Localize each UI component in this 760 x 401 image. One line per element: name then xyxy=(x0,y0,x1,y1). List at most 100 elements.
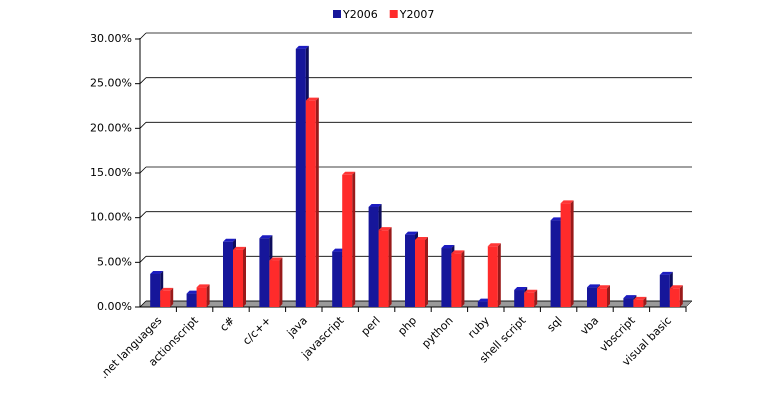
bar xyxy=(560,203,571,307)
x-tick-label: vba xyxy=(578,314,602,338)
bar xyxy=(669,288,680,307)
y-tick-label: 5.00% xyxy=(97,255,132,268)
bar-side xyxy=(679,285,683,307)
y-tick-label: 0.00% xyxy=(97,300,132,313)
y-tick-label: 15.00% xyxy=(90,166,132,179)
legend-swatch xyxy=(333,10,341,18)
bar xyxy=(269,260,280,307)
bar-top xyxy=(150,270,164,274)
y-tick-label: 10.00% xyxy=(90,211,132,224)
legend-label: Y2006 xyxy=(342,8,378,21)
legend-label: Y2007 xyxy=(399,8,435,21)
bar-side xyxy=(243,246,246,307)
x-tick-label: .net languages xyxy=(97,314,164,381)
x-tick-label: perl xyxy=(359,314,383,338)
bar-side xyxy=(352,171,356,307)
bar xyxy=(477,301,488,307)
bar-top xyxy=(233,246,246,250)
y-tick-label: 30.00% xyxy=(90,32,132,45)
grid-line xyxy=(139,77,147,84)
bar-top xyxy=(441,245,455,249)
grid-line xyxy=(139,256,147,263)
bar xyxy=(160,290,171,307)
bar xyxy=(550,220,561,307)
bar-top xyxy=(223,238,236,242)
bar-top xyxy=(597,285,610,289)
grid-line xyxy=(139,300,147,308)
y-tick-label: 25.00% xyxy=(90,77,132,90)
bar xyxy=(378,230,389,307)
bar-top xyxy=(160,287,174,291)
bar xyxy=(305,100,316,307)
bar-top xyxy=(259,235,273,239)
bar xyxy=(196,287,207,307)
bar-top xyxy=(477,298,491,302)
bar xyxy=(332,251,343,307)
bar xyxy=(405,234,415,307)
grid-line xyxy=(139,32,147,40)
bar xyxy=(223,241,233,307)
bar xyxy=(587,287,597,307)
bar xyxy=(295,48,306,308)
bar-top xyxy=(560,200,574,204)
bar-side xyxy=(315,97,319,307)
y-tick-label: 20.00% xyxy=(90,121,132,134)
bar-top xyxy=(295,45,309,49)
x-tick-label: c# xyxy=(217,314,237,334)
bar xyxy=(623,298,634,307)
bar xyxy=(524,292,535,307)
bar xyxy=(597,288,607,307)
bar xyxy=(633,299,644,307)
bar xyxy=(186,293,197,307)
bar xyxy=(368,206,379,307)
bar-top xyxy=(405,231,418,235)
bar-top xyxy=(514,287,528,291)
bar-side xyxy=(643,296,647,307)
bar xyxy=(514,290,525,307)
x-tick-label: python xyxy=(419,314,455,350)
bar-top xyxy=(623,295,637,299)
grid-line xyxy=(139,122,147,129)
x-tick-label: sql xyxy=(544,314,564,334)
bar-side xyxy=(170,287,174,307)
bar-top xyxy=(342,171,356,175)
bar xyxy=(415,240,425,307)
bar xyxy=(451,253,462,307)
bar-top xyxy=(305,97,319,101)
bar-top xyxy=(415,237,428,240)
x-tick-label: ruby xyxy=(465,314,492,341)
x-tick-label: c/c++ xyxy=(240,314,273,347)
bar-top xyxy=(669,285,683,289)
grid-line xyxy=(139,166,147,174)
bar xyxy=(441,248,452,307)
bar-side xyxy=(425,237,428,307)
bar-side xyxy=(497,243,501,307)
bar-side xyxy=(570,200,574,307)
bar-top xyxy=(633,296,647,300)
bar-top xyxy=(186,290,200,294)
bar-top xyxy=(368,203,382,207)
bar xyxy=(487,246,498,307)
bar-top xyxy=(587,284,600,288)
bar-top xyxy=(451,250,465,254)
bar xyxy=(150,273,161,307)
bar xyxy=(659,274,670,307)
bar-side xyxy=(461,250,465,307)
x-tick-label: php xyxy=(395,314,419,338)
bar-top xyxy=(659,271,673,275)
bar-side xyxy=(534,289,538,307)
bar-top xyxy=(524,289,538,293)
bar-top xyxy=(196,284,210,288)
bar-top xyxy=(487,243,501,247)
grid-line xyxy=(139,211,147,218)
bar-side xyxy=(388,227,392,307)
bar-side xyxy=(206,284,210,307)
legend-swatch xyxy=(389,10,398,18)
bar xyxy=(233,249,243,307)
bar xyxy=(342,174,353,307)
x-tick-label: java xyxy=(284,314,310,340)
bar xyxy=(259,238,270,307)
bar-top xyxy=(378,227,392,231)
bar-side xyxy=(607,285,610,307)
